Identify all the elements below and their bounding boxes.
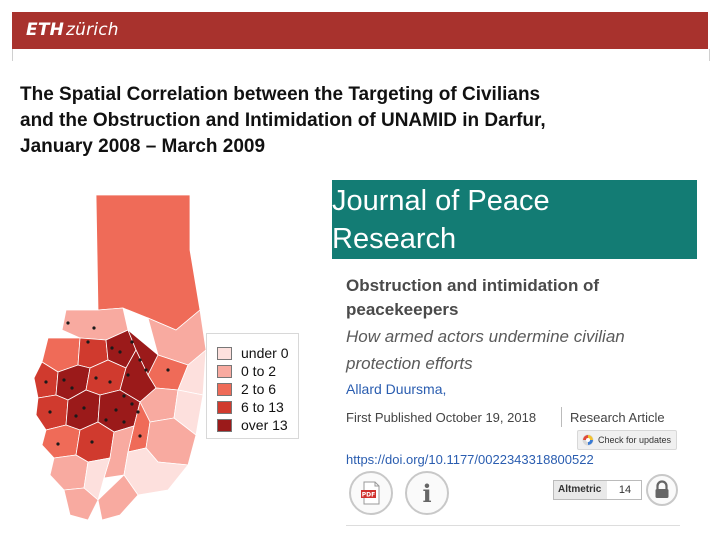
article-subtitle: How armed actors undermine civilian prot…: [346, 323, 686, 377]
legend-label: 2 to 6: [241, 381, 277, 397]
slide-title: The Spatial Correlation between the Targ…: [20, 82, 710, 160]
bottom-divider: [346, 525, 680, 526]
legend-swatch: [217, 401, 232, 414]
crossmark-icon: [582, 434, 594, 446]
header-edge: [12, 49, 710, 61]
article-subtitle-line: protection efforts: [346, 354, 473, 373]
journal-name-line: Journal of Peace: [332, 185, 550, 217]
article-info-button[interactable]: i: [405, 471, 449, 515]
legend-swatch: [217, 383, 232, 396]
legend-item: 2 to 6: [217, 380, 297, 398]
map-region-far-south-4: [49, 454, 89, 491]
author-link[interactable]: Allard Duursma,: [346, 381, 447, 397]
doi-link[interactable]: https://doi.org/10.1177/0022343318800522: [346, 452, 594, 467]
slide-title-line: January 2008 – March 2009: [20, 136, 266, 157]
meta-divider: [561, 407, 562, 427]
journal-name: Journal of Peace Research: [332, 182, 697, 258]
legend-item: 6 to 13: [217, 398, 297, 416]
logo-zurich: zürich: [66, 20, 119, 40]
altmetric-label: Altmetric: [554, 481, 607, 499]
legend-label: 6 to 13: [241, 399, 284, 415]
check-for-updates-label: Check for updates: [598, 435, 672, 445]
map-region-far-south-5: [83, 457, 111, 501]
map-region-tail-2: [97, 474, 139, 521]
slide-title-line: The Spatial Correlation between the Targ…: [20, 84, 541, 105]
logo-eth: ETH: [26, 20, 65, 40]
legend-item: 0 to 2: [217, 362, 297, 380]
map-region-south-1: [35, 394, 69, 431]
map-region-tail-1: [63, 487, 99, 521]
article-subtitle-line: How armed actors undermine civilian: [346, 327, 625, 346]
article-type: Research Article: [570, 410, 665, 425]
lock-icon: [655, 480, 669, 498]
map-region-far-south-1: [41, 424, 81, 459]
article-title-line: peacekeepers: [346, 300, 459, 319]
legend-swatch: [217, 419, 232, 432]
legend-swatch: [217, 347, 232, 360]
article-title[interactable]: Obstruction and intimidation of peacekee…: [346, 274, 686, 322]
svg-text:PDF: PDF: [362, 492, 375, 499]
pdf-icon: PDF: [361, 481, 380, 505]
legend-label: under 0: [241, 345, 289, 361]
legend-label: 0 to 2: [241, 363, 277, 379]
pdf-download-button[interactable]: PDF: [349, 471, 393, 515]
check-for-updates-button[interactable]: Check for updates: [577, 430, 677, 450]
info-icon: i: [422, 479, 432, 508]
header-bar: ETH zürich: [12, 12, 708, 49]
journal-banner[interactable]: Journal of Peace Research: [332, 180, 697, 259]
darfur-map: [33, 194, 207, 521]
legend-item: under 0: [217, 344, 297, 362]
slide-title-line: and the Obstruction and Intimidation of …: [20, 110, 546, 131]
article-title-line: Obstruction and intimidation of: [346, 276, 600, 295]
publication-date: First Published October 19, 2018: [346, 410, 537, 425]
altmetric-count: 14: [618, 484, 632, 496]
map-legend: under 0 0 to 2 2 to 6 6 to 13 over 13: [206, 333, 299, 439]
journal-name-line: Research: [332, 223, 457, 255]
legend-label: over 13: [241, 417, 288, 433]
legend-swatch: [217, 365, 232, 378]
eth-zurich-logo: ETH zürich: [26, 20, 119, 40]
legend-item: over 13: [217, 416, 297, 434]
access-lock-button[interactable]: [646, 474, 678, 506]
altmetric-badge[interactable]: Altmetric 14: [553, 480, 642, 500]
